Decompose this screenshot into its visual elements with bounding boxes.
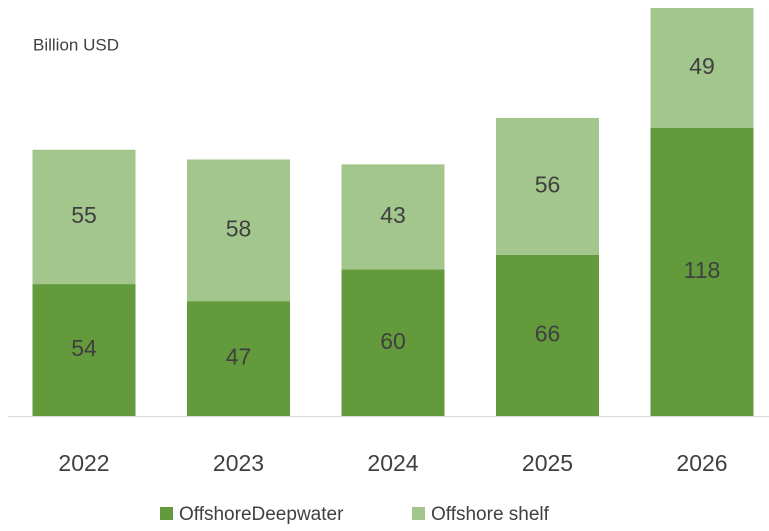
bar-segment xyxy=(341,164,445,270)
x-tick-label: 2023 xyxy=(213,450,264,476)
axis-unit-label: Billion USD xyxy=(33,35,119,54)
bar-segment xyxy=(650,8,754,128)
data-label: 58 xyxy=(226,215,252,241)
data-label: 56 xyxy=(535,171,561,197)
data-label: 60 xyxy=(380,328,406,354)
data-label: 49 xyxy=(689,53,715,79)
x-tick-label: 2025 xyxy=(522,450,573,476)
legend-swatch xyxy=(160,507,173,520)
data-label: 55 xyxy=(71,202,97,228)
x-tick-label: 2022 xyxy=(58,450,109,476)
bar-segment xyxy=(496,117,599,255)
legend-swatch xyxy=(412,507,425,520)
x-tick-label: 2024 xyxy=(367,450,418,476)
bar-segment xyxy=(187,301,290,416)
bar-segment xyxy=(32,149,136,285)
x-tick-label: 2026 xyxy=(676,450,727,476)
bar-segment xyxy=(341,269,445,416)
data-label: 66 xyxy=(535,320,561,346)
legend-label: OffshoreDeepwater xyxy=(179,504,344,525)
bar-segment xyxy=(496,254,599,416)
data-label: 54 xyxy=(71,335,97,361)
data-label: 47 xyxy=(226,344,252,370)
legend-label: Offshore shelf xyxy=(431,504,550,525)
bar-segment xyxy=(650,127,754,416)
data-label: 118 xyxy=(684,257,721,283)
data-label: 43 xyxy=(380,202,406,228)
bar-segment xyxy=(32,284,136,416)
bar-segment xyxy=(187,159,290,302)
